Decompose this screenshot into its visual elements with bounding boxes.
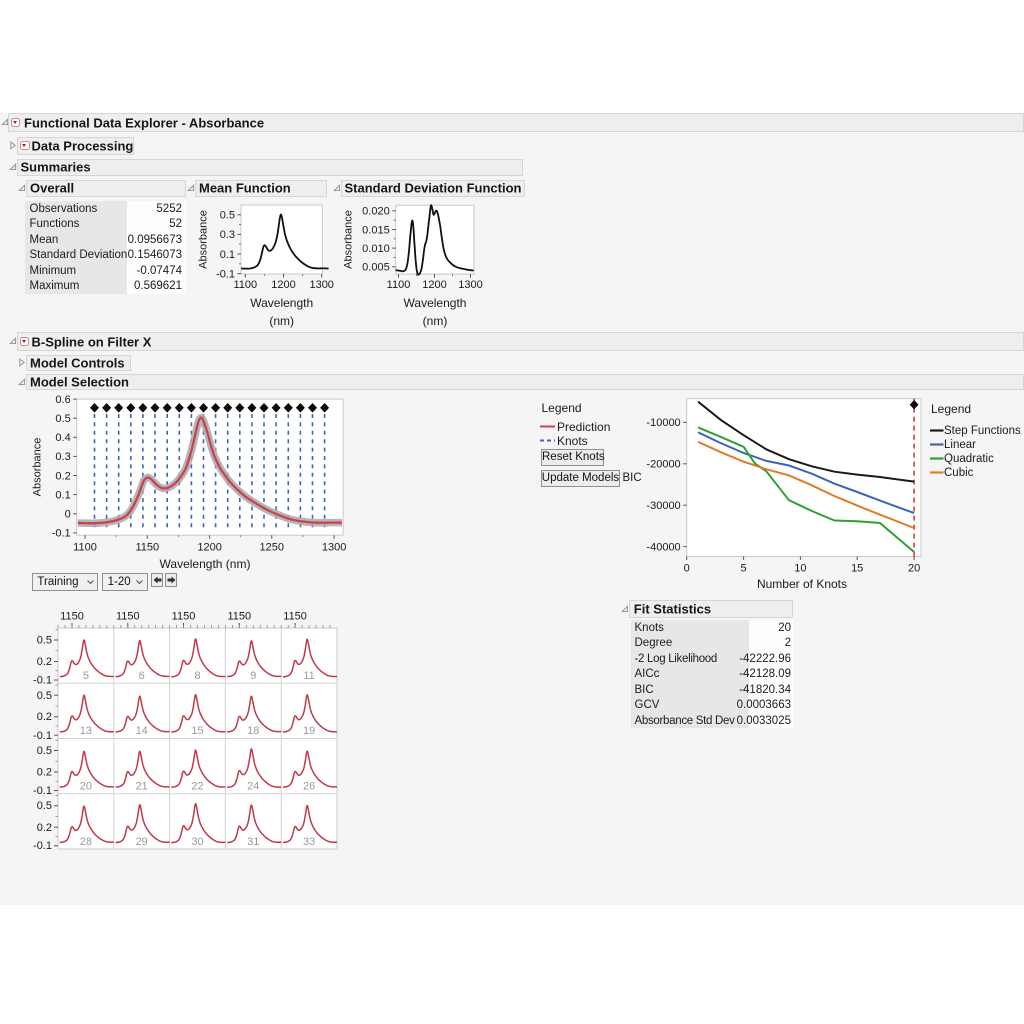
svg-text:Wavelength: Wavelength (250, 296, 313, 310)
svg-text:1200: 1200 (422, 279, 446, 291)
svg-text:Number of Knots: Number of Knots (757, 577, 847, 591)
svg-text:Wavelength: Wavelength (404, 296, 467, 310)
svg-text:22: 22 (191, 781, 203, 793)
svg-text:28: 28 (80, 836, 92, 848)
svg-text:20: 20 (908, 563, 920, 575)
svg-text:1100: 1100 (73, 542, 97, 554)
svg-text:-40000: -40000 (646, 541, 680, 553)
svg-text:18: 18 (247, 725, 259, 737)
svg-text:13: 13 (80, 725, 92, 737)
svg-text:21: 21 (136, 781, 148, 793)
svg-text:0.5: 0.5 (37, 690, 52, 702)
svg-text:0.005: 0.005 (362, 262, 390, 274)
svg-text:-20000: -20000 (646, 459, 680, 471)
svg-text:(nm): (nm) (269, 314, 294, 328)
svg-text:(nm): (nm) (423, 314, 448, 328)
svg-text:1150: 1150 (60, 611, 84, 623)
svg-text:15: 15 (851, 563, 863, 575)
svg-text:0.3: 0.3 (55, 451, 70, 463)
svg-text:-0.1: -0.1 (33, 675, 52, 687)
svg-text:-0.1: -0.1 (52, 528, 71, 540)
svg-text:Absorbance: Absorbance (32, 438, 44, 497)
svg-text:10: 10 (794, 563, 806, 575)
svg-text:0.4: 0.4 (55, 432, 70, 444)
svg-text:-0.1: -0.1 (33, 785, 52, 797)
svg-text:1250: 1250 (260, 542, 284, 554)
svg-text:33: 33 (303, 836, 315, 848)
svg-text:0.5: 0.5 (55, 413, 70, 425)
svg-text:1150: 1150 (116, 611, 140, 623)
svg-text:1150: 1150 (227, 611, 251, 623)
svg-text:1200: 1200 (197, 542, 221, 554)
svg-text:0.2: 0.2 (37, 711, 52, 723)
svg-text:1100: 1100 (387, 279, 411, 291)
svg-text:1150: 1150 (172, 611, 196, 623)
svg-text:0: 0 (65, 509, 71, 521)
svg-text:26: 26 (303, 781, 315, 793)
svg-text:5: 5 (83, 670, 89, 682)
svg-text:-30000: -30000 (646, 500, 680, 512)
svg-text:1100: 1100 (233, 279, 257, 291)
svg-text:1150: 1150 (135, 542, 159, 554)
svg-text:-0.1: -0.1 (216, 268, 235, 280)
svg-text:-10000: -10000 (646, 417, 680, 429)
svg-text:Absorbance: Absorbance (344, 210, 355, 269)
svg-text:9: 9 (250, 670, 256, 682)
svg-text:0.015: 0.015 (362, 224, 390, 236)
svg-text:-0.1: -0.1 (33, 730, 52, 742)
svg-text:0.5: 0.5 (37, 745, 52, 757)
svg-text:1300: 1300 (322, 542, 346, 554)
svg-text:-0.1: -0.1 (33, 840, 52, 852)
svg-text:11: 11 (303, 670, 314, 682)
svg-text:0.2: 0.2 (37, 767, 52, 779)
svg-text:0.1: 0.1 (220, 249, 235, 261)
svg-text:Wavelength (nm): Wavelength (nm) (160, 557, 251, 571)
svg-text:20: 20 (80, 781, 92, 793)
svg-text:0.5: 0.5 (37, 635, 52, 647)
svg-text:31: 31 (247, 836, 259, 848)
svg-text:29: 29 (136, 836, 148, 848)
svg-text:0.020: 0.020 (362, 206, 390, 218)
svg-text:1300: 1300 (458, 279, 482, 291)
svg-text:Absorbance: Absorbance (197, 210, 209, 269)
svg-text:1300: 1300 (309, 279, 333, 291)
svg-text:24: 24 (247, 781, 259, 793)
svg-text:0: 0 (684, 563, 690, 575)
svg-text:0.010: 0.010 (362, 243, 390, 255)
svg-text:19: 19 (303, 725, 315, 737)
svg-text:0.3: 0.3 (220, 229, 235, 241)
svg-text:0.2: 0.2 (37, 656, 52, 668)
svg-text:0.1: 0.1 (55, 489, 70, 501)
svg-text:5: 5 (741, 563, 747, 575)
svg-text:0.2: 0.2 (55, 470, 70, 482)
svg-text:6: 6 (139, 670, 145, 682)
svg-text:1150: 1150 (283, 611, 307, 623)
svg-text:0.2: 0.2 (37, 822, 52, 834)
svg-text:0.5: 0.5 (37, 800, 52, 812)
svg-text:14: 14 (136, 725, 148, 737)
svg-text:15: 15 (191, 725, 203, 737)
svg-text:1200: 1200 (271, 279, 295, 291)
svg-text:30: 30 (191, 836, 203, 848)
svg-text:8: 8 (194, 670, 200, 682)
svg-text:0.5: 0.5 (220, 210, 235, 222)
svg-text:0.6: 0.6 (55, 394, 70, 406)
